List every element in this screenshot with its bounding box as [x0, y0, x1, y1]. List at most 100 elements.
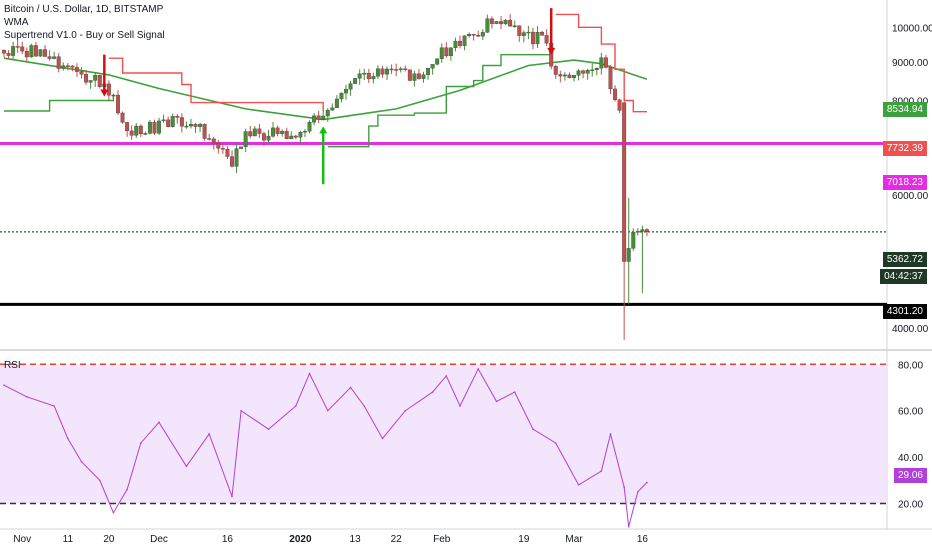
- candle-body: [603, 57, 608, 68]
- candle-body: [170, 115, 175, 127]
- last-price-badge: 5362.72: [882, 252, 927, 267]
- candle-body: [152, 121, 157, 134]
- candle-body: [120, 112, 125, 123]
- candle-body: [366, 73, 371, 80]
- rsi-point: [627, 525, 630, 528]
- candle-body: [476, 35, 481, 37]
- candle-body: [29, 45, 34, 58]
- candle-body: [494, 21, 499, 24]
- price-axis-tick: 9000.00: [892, 58, 929, 69]
- pink-line-badge: 7018.23: [882, 175, 927, 190]
- rsi-legend[interactable]: RSI: [4, 360, 21, 371]
- candle-body: [261, 133, 266, 141]
- candle-body: [394, 69, 399, 71]
- rsi-point: [53, 405, 55, 407]
- candle-body: [499, 21, 503, 25]
- candle-body: [613, 88, 617, 100]
- wma-legend[interactable]: WMA: [4, 17, 29, 28]
- symbol-title[interactable]: Bitcoin / U.S. Dollar, 1D, BITSTAMP: [4, 4, 164, 15]
- rsi-point: [231, 495, 233, 498]
- rsi-point: [3, 384, 5, 386]
- candle-body: [38, 49, 43, 57]
- candle-body: [248, 131, 253, 137]
- candle-body: [293, 135, 298, 138]
- candle-body: [585, 70, 590, 74]
- candle-body: [298, 132, 303, 138]
- time-axis-tick: 16: [222, 534, 234, 545]
- candle-body: [198, 124, 203, 127]
- rsi-point: [404, 409, 407, 412]
- rsi-axis-tick: 20.00: [898, 499, 923, 510]
- time-axis-tick: Nov: [13, 534, 31, 545]
- candle-body: [20, 46, 25, 52]
- candle-body: [430, 64, 435, 69]
- candle-body: [572, 75, 576, 79]
- time-axis-tick: 20: [103, 534, 115, 545]
- candle-body: [412, 73, 417, 81]
- rsi-point: [445, 375, 448, 377]
- candle-body: [540, 31, 545, 36]
- candle-body: [24, 50, 29, 58]
- candle-body: [211, 138, 216, 144]
- rsi-point: [67, 437, 69, 440]
- rsi-point: [623, 486, 625, 489]
- supertrend-down-segment: [108, 57, 324, 111]
- candle-body: [526, 31, 531, 34]
- candle-body: [161, 119, 166, 122]
- candle-body: [116, 94, 120, 114]
- candle-body: [312, 115, 317, 123]
- rsi-point: [158, 421, 160, 424]
- candle-body: [257, 128, 262, 134]
- rsi-value-badge: 29.06: [893, 468, 927, 483]
- candle-body: [594, 68, 599, 70]
- candle-body: [435, 58, 440, 65]
- rsi-point: [381, 437, 384, 440]
- candle-body: [339, 92, 344, 100]
- time-axis-tick: Feb: [433, 534, 451, 545]
- candle-body: [147, 121, 152, 134]
- candle-body: [75, 67, 79, 72]
- candle-body: [608, 67, 613, 90]
- candle-body: [471, 34, 476, 36]
- rsi-point: [554, 442, 557, 444]
- candle-body: [385, 68, 389, 75]
- time-axis-tick: 2020: [289, 534, 312, 545]
- candle-body: [175, 115, 180, 118]
- candle-body: [280, 130, 285, 134]
- rsi-point: [532, 428, 534, 431]
- candle-body: [70, 65, 75, 68]
- buy-signal-arrowhead: [319, 126, 328, 134]
- candle-body: [635, 231, 640, 233]
- candle-body: [93, 75, 98, 81]
- candle-body: [289, 135, 294, 140]
- candle-body: [362, 73, 367, 75]
- candle-body: [252, 128, 257, 137]
- supertrend-legend[interactable]: Supertrend V1.0 - Buy or Sell Signal: [4, 30, 165, 41]
- rsi-point: [98, 479, 101, 482]
- candle-body: [398, 68, 403, 70]
- candle-body: [467, 34, 472, 36]
- candle-body: [645, 229, 649, 233]
- sell-signal-arrowhead: [100, 89, 109, 97]
- candle-body: [567, 74, 572, 79]
- rsi-point: [609, 433, 612, 435]
- candle-body: [266, 136, 271, 141]
- candle-body: [284, 130, 289, 140]
- candle-body: [503, 19, 508, 25]
- rsi-point: [600, 470, 603, 472]
- candle-body: [79, 71, 84, 75]
- rsi-point: [513, 391, 516, 393]
- rsi-point: [112, 511, 115, 514]
- candle-body: [348, 83, 353, 90]
- candle-body: [166, 119, 171, 127]
- candle-body: [307, 121, 312, 132]
- candle-body: [271, 127, 275, 137]
- black-line-badge: 4301.20: [882, 304, 927, 319]
- candle-body: [448, 47, 453, 57]
- wma-price-badge: 8534.94: [882, 102, 927, 117]
- rsi-point: [646, 481, 648, 484]
- candle-body: [243, 131, 248, 148]
- candle-body: [535, 31, 540, 45]
- candle-body: [622, 102, 627, 262]
